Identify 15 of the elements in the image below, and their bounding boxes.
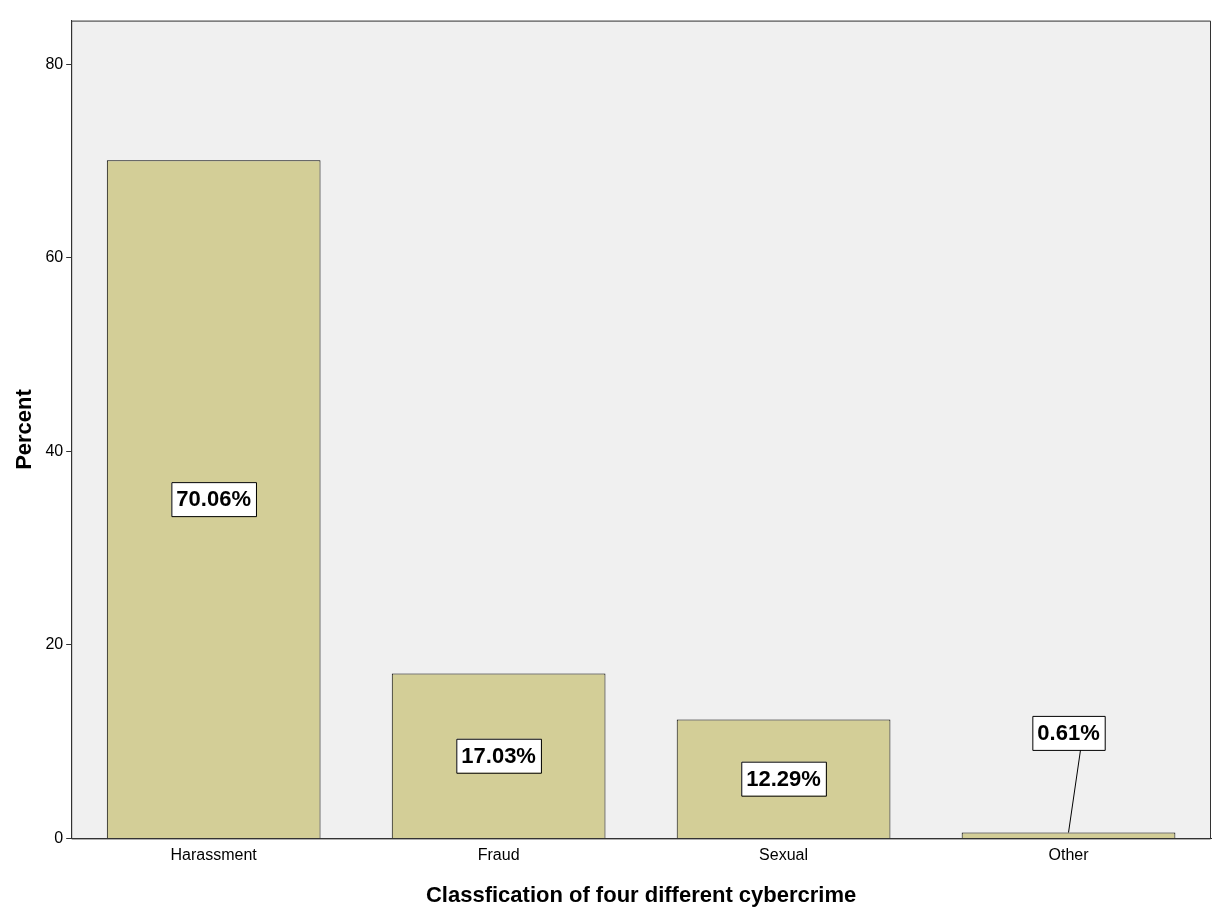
x-tick-label: Harassment <box>170 846 258 864</box>
y-axis-title: Percent <box>11 388 37 470</box>
x-axis-title: Classfication of four different cybercrime <box>425 881 857 907</box>
data-label: 70.06% <box>176 486 251 512</box>
y-tick-label: 60 <box>45 248 64 266</box>
data-label: 0.61% <box>1037 719 1100 745</box>
x-tick-label: Fraud <box>477 846 520 864</box>
data-label: 12.29% <box>746 765 821 791</box>
y-tick-label: 40 <box>45 441 64 459</box>
y-tick-label: 20 <box>45 635 64 653</box>
y-tick-label: 0 <box>54 828 64 846</box>
data-label: 17.03% <box>461 742 536 768</box>
y-tick-label: 80 <box>45 54 64 72</box>
x-tick-label: Sexual <box>759 846 809 864</box>
x-tick-label: Other <box>1048 846 1090 864</box>
